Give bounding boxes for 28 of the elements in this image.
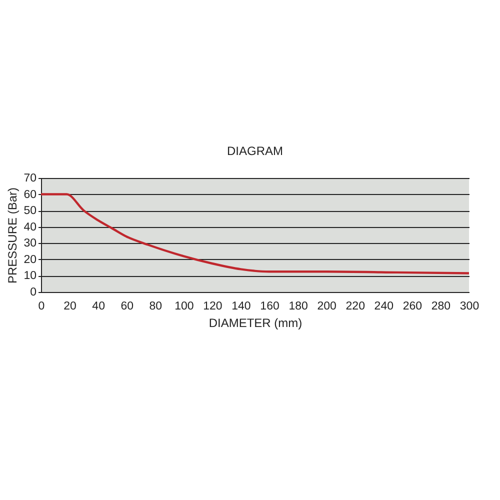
y-tick-label: 30 (24, 238, 36, 250)
y-tick-label: 60 (24, 188, 36, 201)
y-tick-label: 0 (30, 286, 36, 298)
x-tick-label: 120 (203, 300, 222, 312)
x-tick-label: 100 (174, 300, 194, 312)
x-tick-label: 260 (402, 300, 422, 312)
y-tick-label: 20 (24, 254, 36, 266)
y-tick-label: 40 (24, 221, 36, 234)
y-axis-title: PRESSURE (Bar) (6, 187, 20, 284)
y-tick-label: 70 (24, 172, 36, 184)
x-tick-label: 60 (120, 300, 134, 312)
x-tick-label: 160 (260, 300, 280, 312)
x-tick-label: 200 (317, 300, 336, 312)
x-tick-label: 300 (460, 300, 480, 312)
x-tick-label: 140 (232, 300, 251, 312)
x-tick-label: 80 (149, 300, 162, 312)
chart-title: DIAGRAM (226, 144, 284, 158)
x-tick-label: 220 (346, 300, 365, 312)
line-series (40, 193, 470, 274)
x-axis-title: DIAMETER (mm) (208, 316, 302, 330)
y-tick-label: 10 (24, 270, 36, 282)
x-tick-label: 40 (92, 300, 105, 312)
y-tick-label: 50 (24, 205, 36, 218)
x-tick-label: 20 (64, 300, 76, 312)
x-tick-label: 180 (288, 300, 308, 312)
x-tick-label: 0 (38, 300, 45, 312)
x-tick-label: 240 (374, 300, 394, 312)
x-tick-label: 280 (431, 300, 451, 312)
